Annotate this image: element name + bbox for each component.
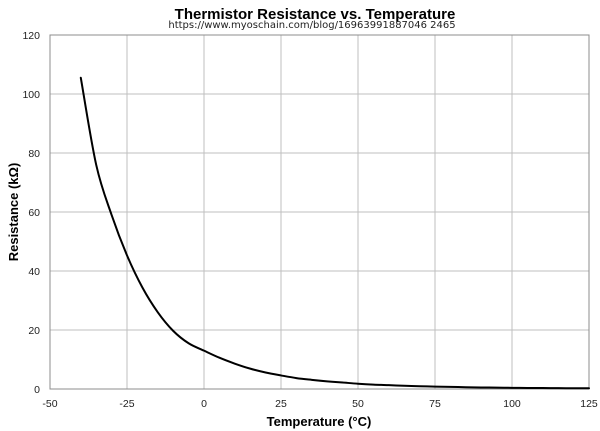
chart-subtitle: https://www.myoschain.com/blog/169639918… [168,20,455,31]
y-tick-label: 40 [28,266,40,278]
y-tick-label: 100 [22,89,40,101]
y-axis-label: Resistance (kΩ) [6,163,21,262]
x-tick-label: 50 [352,398,364,410]
chart-title: Thermistor Resistance vs. Temperature [175,6,456,23]
plot-area [49,34,590,390]
x-tick-label: 125 [580,398,598,410]
series-line-0 [79,76,590,390]
y-axis-ticks: 0 20 40 60 80 100 120 [22,30,40,396]
x-axis-label: Temperature (°C) [267,414,372,429]
x-tick-label: 0 [201,398,207,410]
grid [49,34,590,390]
y-tick-label: 60 [28,207,40,219]
y-tick-label: 120 [22,30,40,42]
x-tick-label: 25 [275,398,287,410]
y-tick-label: 20 [28,325,40,337]
series-layer [79,76,590,390]
y-tick-label: 80 [28,148,40,160]
x-tick-label: 100 [503,398,521,410]
y-tick-label: 0 [34,384,40,396]
x-tick-label: -50 [42,398,57,410]
x-tick-label: -25 [119,398,134,410]
x-tick-label: 75 [429,398,441,410]
x-axis-ticks: -50 -25 0 25 50 75 100 125 [42,398,598,410]
